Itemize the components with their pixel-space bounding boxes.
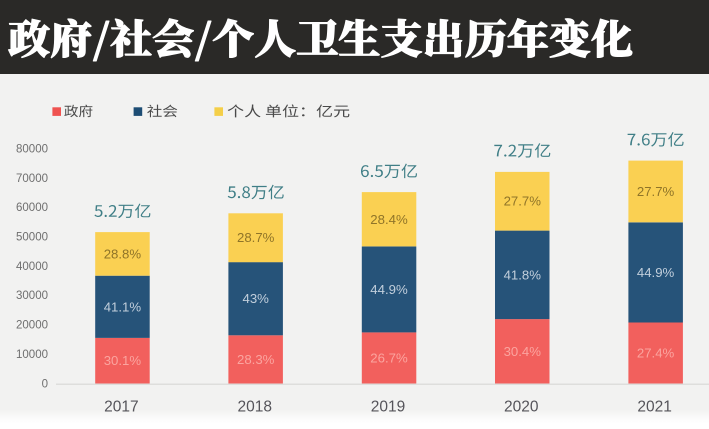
svg-text:28.4%: 28.4%	[370, 212, 408, 227]
svg-text:30000: 30000	[16, 290, 48, 302]
svg-text:44.9%: 44.9%	[637, 265, 675, 280]
svg-text:60000: 60000	[16, 202, 48, 214]
svg-text:27.7%: 27.7%	[504, 194, 542, 209]
svg-text:30.1%: 30.1%	[104, 353, 142, 368]
svg-text:0: 0	[42, 378, 48, 390]
svg-text:28.8%: 28.8%	[104, 246, 142, 261]
svg-text:41.1%: 41.1%	[104, 299, 142, 314]
svg-text:2020: 2020	[504, 399, 539, 416]
svg-text:50000: 50000	[16, 232, 48, 244]
svg-text:2018: 2018	[237, 399, 271, 416]
svg-text:44.9%: 44.9%	[370, 282, 408, 297]
svg-text:30.4%: 30.4%	[504, 344, 542, 359]
svg-text:28.7%: 28.7%	[237, 230, 275, 245]
svg-text:28.3%: 28.3%	[237, 352, 275, 367]
svg-text:2019: 2019	[371, 399, 405, 416]
svg-text:80000: 80000	[16, 144, 48, 156]
svg-text:43%: 43%	[242, 291, 269, 306]
svg-text:10000: 10000	[16, 349, 48, 361]
svg-text:20000: 20000	[16, 320, 48, 332]
svg-text:40000: 40000	[16, 261, 48, 273]
svg-text:26.7%: 26.7%	[370, 351, 408, 366]
svg-text:2017: 2017	[104, 399, 138, 416]
svg-text:27.4%: 27.4%	[637, 346, 675, 361]
svg-text:41.8%: 41.8%	[504, 267, 542, 282]
svg-text:70000: 70000	[16, 173, 48, 185]
svg-text:2021: 2021	[637, 399, 671, 416]
svg-text:27.7%: 27.7%	[637, 184, 675, 199]
